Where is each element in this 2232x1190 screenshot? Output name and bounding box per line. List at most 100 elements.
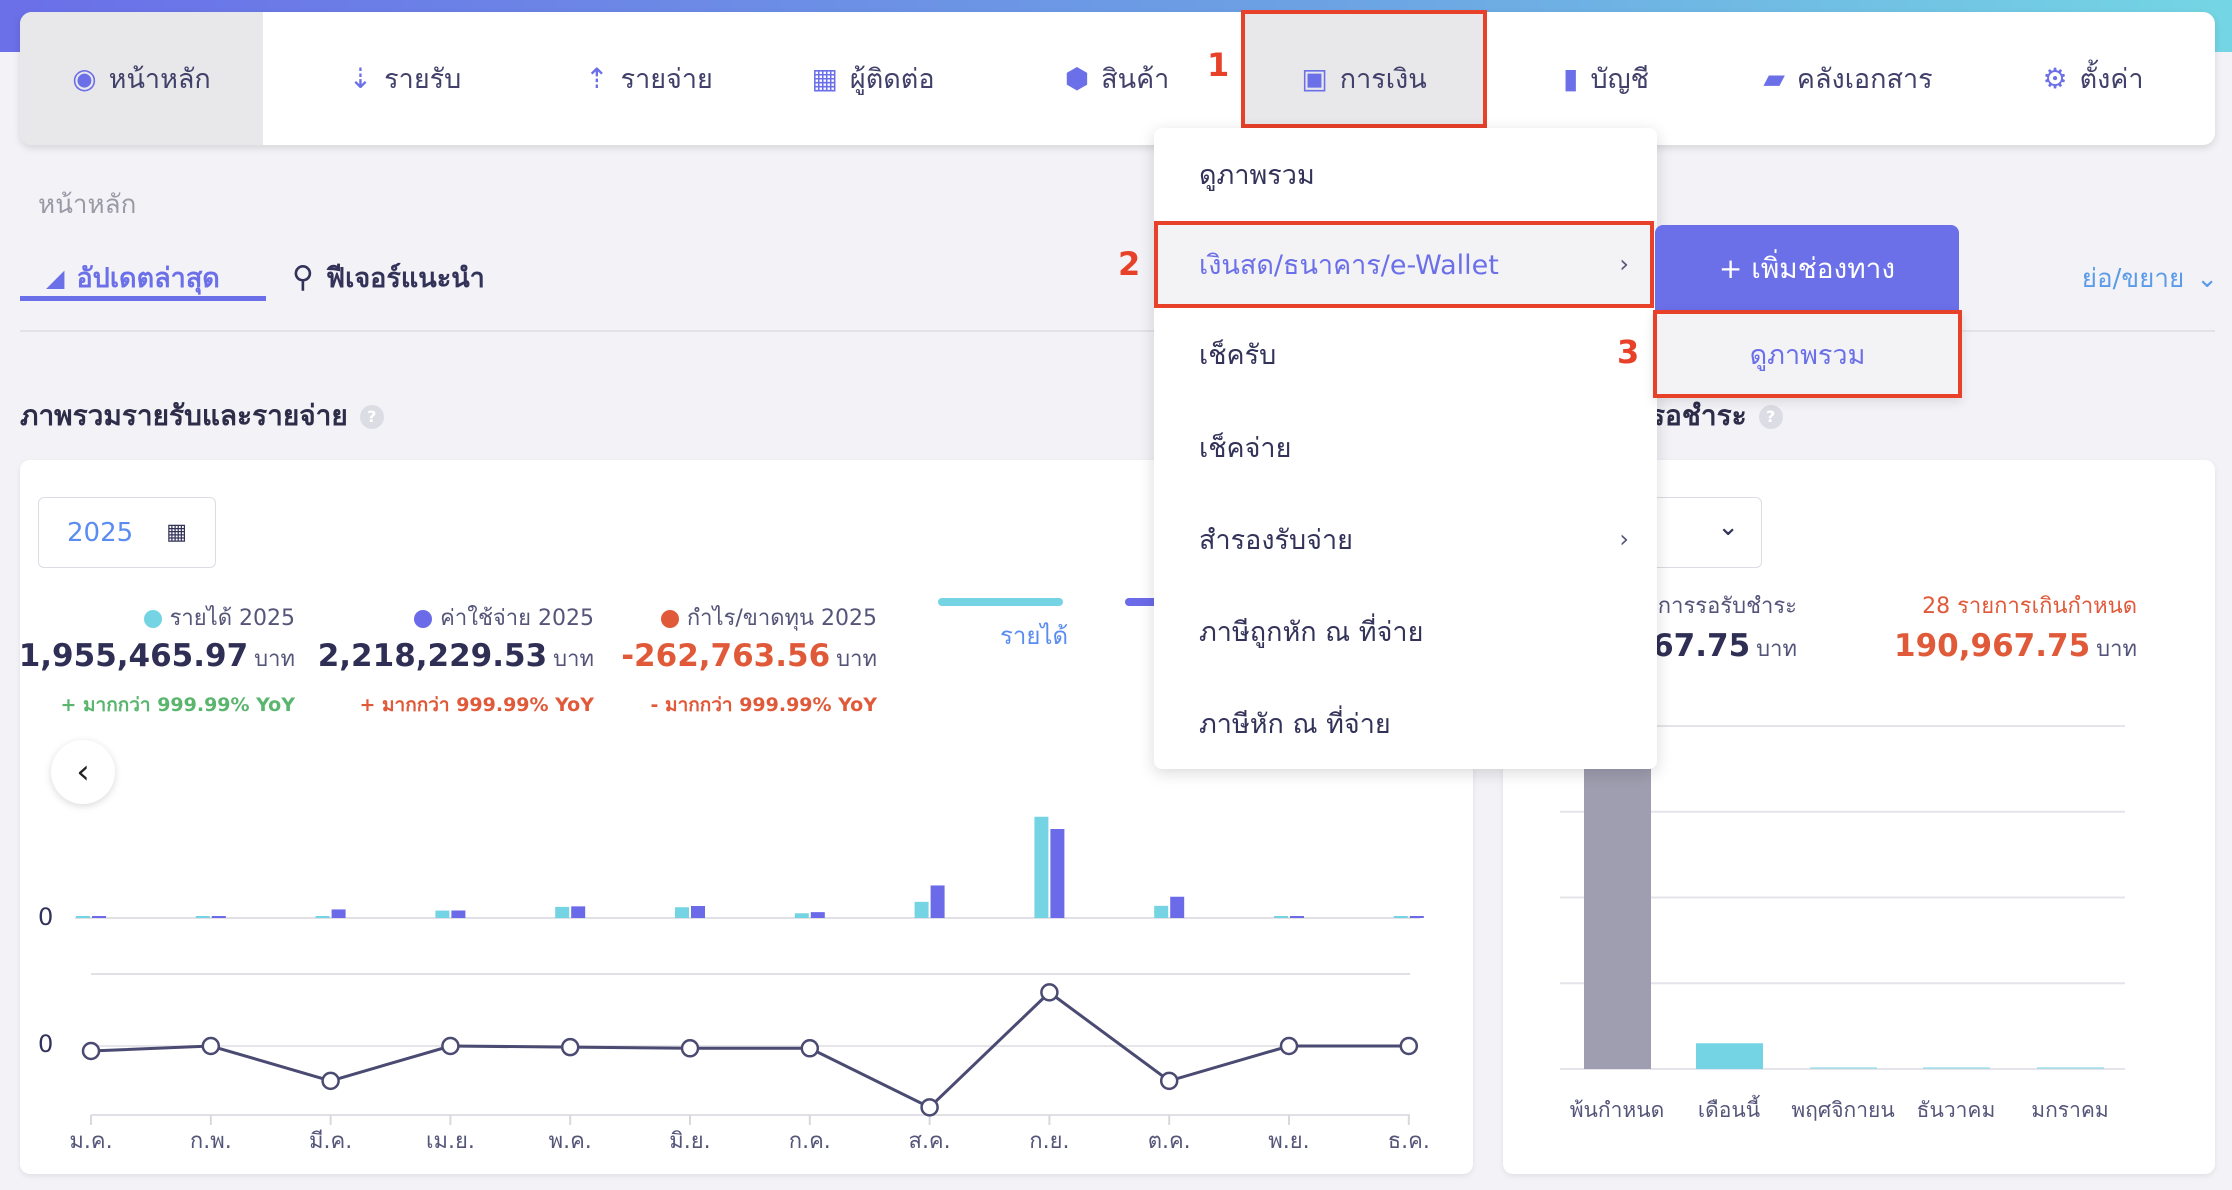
stat-value: -262,763.56 บาท bbox=[621, 638, 877, 674]
overview-title: ภาพรวมรายรับและรายจ่าย bbox=[20, 399, 348, 432]
bar-income bbox=[675, 907, 689, 918]
profit-point bbox=[1159, 1071, 1179, 1091]
bar-income bbox=[435, 910, 450, 918]
legend-expense-swatch bbox=[1125, 598, 1165, 606]
nav-home[interactable]: ◉ หน้าหลัก bbox=[20, 12, 263, 145]
nav-label: สินค้า bbox=[1101, 64, 1170, 95]
bar-expense bbox=[331, 909, 346, 918]
x-tick-label: พ.ย. bbox=[1268, 1129, 1309, 1154]
x-tick-label: เม.ย. bbox=[426, 1129, 475, 1154]
income-expense-chart: 0 0 ม.ค. ก.พ. มี.ค. เม.ย. พ.ค. มิ.ย. ก.ค. ส.ค. ก.ย… bbox=[38, 816, 1430, 1154]
bar-expense bbox=[691, 906, 705, 918]
x-tick-label: พ้นกำหนด bbox=[1570, 1098, 1665, 1122]
bar bbox=[1923, 1067, 1990, 1069]
bar-expense bbox=[1290, 916, 1304, 918]
nav-label: คลังเอกสาร bbox=[1796, 64, 1933, 95]
stat-label: ค่าใช้จ่าย 2025 bbox=[414, 600, 594, 635]
help-icon[interactable]: ? bbox=[359, 405, 384, 429]
nav-products[interactable]: ⬢ สินค้า bbox=[1020, 12, 1214, 145]
x-tick-label: ก.ย. bbox=[1029, 1129, 1069, 1154]
profit-point bbox=[560, 1037, 580, 1057]
chevron-right-icon: › bbox=[1619, 525, 1629, 553]
bar bbox=[1810, 1067, 1877, 1069]
submenu-overview[interactable]: ดูภาพรวม bbox=[1653, 310, 1962, 398]
bar-income bbox=[1393, 916, 1408, 918]
menu-item[interactable]: ดูภาพรวม bbox=[1199, 159, 1315, 191]
nav-finance[interactable]: ▣ การเงิน bbox=[1243, 12, 1485, 145]
chart-prev-button[interactable]: ‹ bbox=[51, 740, 115, 804]
bar-income bbox=[794, 913, 809, 918]
nav-settings[interactable]: ⚙ ตั้งค่า bbox=[2003, 12, 2183, 145]
stat-label: รายได้ 2025 bbox=[143, 600, 295, 635]
menu-item[interactable]: สำรองรับจ่าย › bbox=[1199, 524, 1629, 556]
collapse-label: ย่อ/ขยาย bbox=[2081, 264, 2185, 294]
bar-expense bbox=[92, 916, 106, 918]
nav-expense[interactable]: ⇡ รายจ่าย bbox=[534, 12, 764, 145]
profit-point bbox=[1279, 1036, 1299, 1056]
nav-label: บัญชี bbox=[1590, 64, 1649, 95]
nav-accounts[interactable]: ▮ บัญชี bbox=[1516, 12, 1696, 145]
add-channel-button[interactable]: + เพิ่มช่องทาง bbox=[1655, 225, 1959, 312]
profit-point bbox=[800, 1039, 820, 1058]
nav-label: ผู้ติดต่อ bbox=[849, 64, 935, 95]
stat-yoy: - มากกว่า 999.99% YoY bbox=[650, 694, 877, 716]
bar-income bbox=[1034, 816, 1049, 918]
bar-income bbox=[76, 916, 90, 918]
main-nav: ◉ หน้าหลัก ⇣ รายรับ ⇡ รายจ่าย ▦ ผู้ติดต่อ ⬢ ส… bbox=[20, 12, 2215, 145]
help-icon[interactable]: ? bbox=[1758, 405, 1783, 429]
unit: บาท bbox=[2096, 637, 2137, 662]
gear-icon: ⚙ bbox=[2042, 62, 2068, 95]
profit-point bbox=[201, 1036, 221, 1056]
divider bbox=[20, 330, 2215, 332]
bar-expense bbox=[930, 885, 945, 918]
stat-label: กำไร/ขาดทุน 2025 bbox=[660, 600, 877, 635]
bar-expense bbox=[810, 912, 825, 918]
x-tick-label: ก.พ. bbox=[190, 1129, 232, 1154]
legend-income-label[interactable]: รายได้ bbox=[1000, 622, 1069, 650]
menu-item[interactable]: เงินสด/ธนาคาร/e-Wallet › bbox=[1154, 221, 1657, 307]
x-tick-label: ต.ค. bbox=[1148, 1129, 1191, 1154]
bar bbox=[1584, 741, 1651, 1069]
stat-value: 2,218,229.53 บาท bbox=[317, 638, 594, 674]
x-tick-label: ธ.ค. bbox=[1388, 1129, 1430, 1154]
legend-income-swatch bbox=[938, 598, 1063, 606]
menu-item[interactable]: เช็ครับ bbox=[1199, 339, 1277, 371]
profit-point bbox=[321, 1071, 340, 1091]
nav-income[interactable]: ⇣ รายรับ bbox=[300, 12, 510, 145]
dashboard-icon: ◉ bbox=[72, 62, 97, 95]
tab-latest-updates[interactable]: ◢ อัปเดตล่าสุด bbox=[46, 256, 220, 299]
year-picker[interactable]: 2025 ▦ bbox=[38, 497, 216, 568]
annotation-box-2 bbox=[1154, 221, 1654, 308]
bar-income bbox=[1154, 905, 1169, 918]
x-tick-label: มกราคม bbox=[2031, 1098, 2109, 1122]
x-tick-label: ม.ค. bbox=[69, 1129, 112, 1154]
search-icon: ⚲ bbox=[292, 260, 314, 295]
bar-expense bbox=[211, 916, 226, 918]
contacts-icon: ▦ bbox=[811, 62, 838, 95]
overview-section-title: ภาพรวมรายรับและรายจ่าย? bbox=[20, 394, 384, 438]
x-tick-label: พฤศจิกายน bbox=[1791, 1098, 1894, 1122]
bar-expense bbox=[1050, 829, 1065, 918]
tab-featured[interactable]: ⚲ ฟีเจอร์แนะนำ bbox=[292, 256, 485, 299]
line-y-tick: 0 bbox=[38, 1030, 53, 1058]
stat-value: 1,955,465.97 บาท bbox=[18, 638, 295, 674]
menu-item[interactable]: ภาษีถูกหัก ณ ที่จ่าย bbox=[1199, 616, 1424, 648]
tab-label: ฟีเจอร์แนะนำ bbox=[325, 263, 485, 294]
menu-item[interactable]: เช็คจ่าย bbox=[1199, 432, 1292, 464]
menu-item[interactable]: ภาษีหัก ณ ที่จ่าย bbox=[1199, 708, 1391, 740]
chevron-down-icon: ⌄ bbox=[2196, 263, 2218, 294]
income-icon: ⇣ bbox=[348, 62, 373, 95]
nav-contacts[interactable]: ▦ ผู้ติดต่อ bbox=[763, 12, 983, 145]
bar-income bbox=[195, 916, 210, 918]
receivables-chart: พ้นกำหนด เดือนนี้ พฤศจิกายน ธันวาคม มกราคม bbox=[1560, 725, 2125, 1122]
bar-y-tick: 0 bbox=[38, 903, 53, 931]
bar-expense bbox=[571, 906, 586, 918]
profit-point bbox=[680, 1039, 700, 1058]
bar bbox=[2037, 1067, 2104, 1069]
legend-dot bbox=[414, 610, 433, 628]
collapse-expand-toggle[interactable]: ย่อ/ขยาย ⌄ bbox=[2082, 258, 2218, 299]
profit-line bbox=[90, 990, 1409, 1110]
nav-documents[interactable]: ▰ คลังเอกสาร bbox=[1738, 12, 1958, 145]
tab-label: อัปเดตล่าสุด bbox=[76, 263, 220, 294]
x-tick-label: ส.ค. bbox=[909, 1129, 951, 1154]
